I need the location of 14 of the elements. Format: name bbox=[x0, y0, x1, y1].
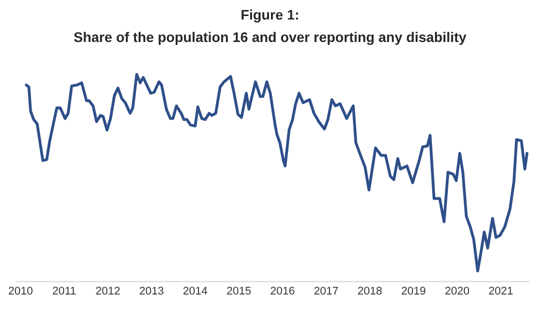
x-tick-label: 2010 bbox=[8, 286, 32, 295]
x-tick-label: 2020 bbox=[445, 286, 470, 295]
x-tick-label: 2017 bbox=[314, 286, 338, 295]
x-tick-label: 2013 bbox=[140, 286, 164, 295]
chart-title: Figure 1: bbox=[242, 9, 298, 23]
chart-subtitle: Share of the population 16 and over reporting any disability bbox=[74, 32, 466, 45]
x-tick-label: 2018 bbox=[358, 286, 382, 295]
x-tick-label: 2014 bbox=[183, 286, 208, 295]
x-tick-label: 2011 bbox=[52, 286, 76, 295]
x-tick-label: 2015 bbox=[227, 286, 251, 295]
x-tick-label: 2021 bbox=[489, 286, 513, 295]
x-tick-label: 2012 bbox=[96, 286, 120, 295]
x-tick-label: 2016 bbox=[270, 286, 294, 295]
x-tick-label: 2019 bbox=[402, 286, 426, 295]
